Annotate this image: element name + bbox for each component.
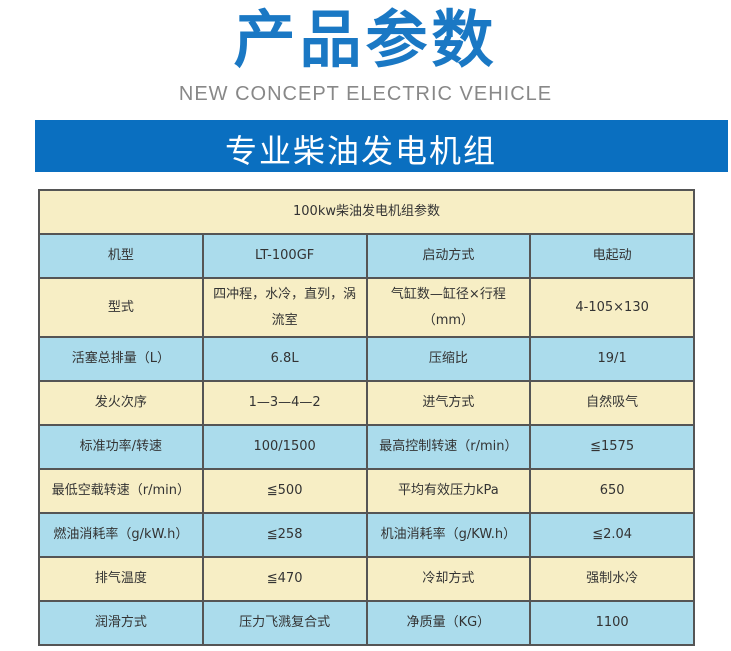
param-value: LT-100GF: [201, 233, 368, 279]
page-subtitle: NEW CONCEPT ELECTRIC VEHICLE: [178, 83, 553, 105]
param-value: 电起动: [529, 233, 695, 279]
spec-table: 100kw柴油发电机组参数 机型 LT-100GF 启动方式 电起动 型式 四冲程，水冷，…: [38, 189, 695, 646]
table-row: 燃油消耗率（g/kW.h） ≦258 机油消耗率（g/KW.h） ≦2.04: [38, 512, 695, 558]
table-title: 100kw柴油发电机组参数: [38, 189, 695, 235]
param-value: ≦500: [201, 468, 368, 514]
param-label: 净质量（KG）: [365, 600, 532, 646]
param-label: 燃油消耗率（g/kW.h）: [38, 512, 204, 558]
param-value: 四冲程，水冷，直列，涡流室: [201, 277, 368, 338]
param-value: 1100: [529, 600, 695, 646]
param-label: 平均有效压力kPa: [365, 468, 532, 514]
param-value: 650: [529, 468, 695, 514]
param-value: 自然吸气: [529, 380, 695, 426]
table-row: 发火次序 1—3—4—2 进气方式 自然吸气: [38, 380, 695, 426]
banner: 专业柴油发电机组: [35, 120, 728, 172]
table-row: 润滑方式 压力飞溅复合式 净质量（KG） 1100: [38, 600, 695, 646]
table-row: 活塞总排量（L） 6.8L 压缩比 19/1: [38, 336, 695, 382]
param-label: 进气方式: [365, 380, 532, 426]
param-value: ≦2.04: [529, 512, 695, 558]
param-value: 压力飞溅复合式: [201, 600, 368, 646]
param-label: 润滑方式: [38, 600, 204, 646]
param-value: 100/1500: [201, 424, 368, 470]
param-label: 机油消耗率（g/KW.h）: [365, 512, 532, 558]
param-value: ≦470: [201, 556, 368, 602]
table-row: 标准功率/转速 100/1500 最高控制转速（r/min） ≦1575: [38, 424, 695, 470]
param-label: 最高控制转速（r/min）: [365, 424, 532, 470]
table-row: 机型 LT-100GF 启动方式 电起动: [38, 233, 695, 279]
param-label: 压缩比: [365, 336, 532, 382]
page-title: 产品参数: [233, 3, 498, 76]
banner-text: 专业柴油发电机组: [225, 132, 498, 170]
param-label: 气缸数—缸径×行程（mm）: [365, 277, 532, 338]
param-value: 19/1: [529, 336, 695, 382]
param-label: 启动方式: [365, 233, 532, 279]
param-label: 活塞总排量（L）: [38, 336, 204, 382]
param-value: ≦1575: [529, 424, 695, 470]
table-row: 最低空载转速（r/min） ≦500 平均有效压力kPa 650: [38, 468, 695, 514]
param-label: 标准功率/转速: [38, 424, 204, 470]
param-label: 冷却方式: [365, 556, 532, 602]
param-value: 4-105×130: [529, 277, 695, 338]
param-value: 强制水冷: [529, 556, 695, 602]
param-label: 发火次序: [38, 380, 204, 426]
param-value: ≦258: [201, 512, 368, 558]
param-value: 1—3—4—2: [201, 380, 368, 426]
param-label: 排气温度: [38, 556, 204, 602]
param-label: 最低空载转速（r/min）: [38, 468, 204, 514]
param-label: 机型: [38, 233, 204, 279]
param-value: 6.8L: [201, 336, 368, 382]
table-row: 型式 四冲程，水冷，直列，涡流室 气缸数—缸径×行程（mm） 4-105×130: [38, 277, 695, 338]
table-title-row: 100kw柴油发电机组参数: [38, 189, 695, 235]
param-label: 型式: [38, 277, 204, 338]
table-row: 排气温度 ≦470 冷却方式 强制水冷: [38, 556, 695, 602]
